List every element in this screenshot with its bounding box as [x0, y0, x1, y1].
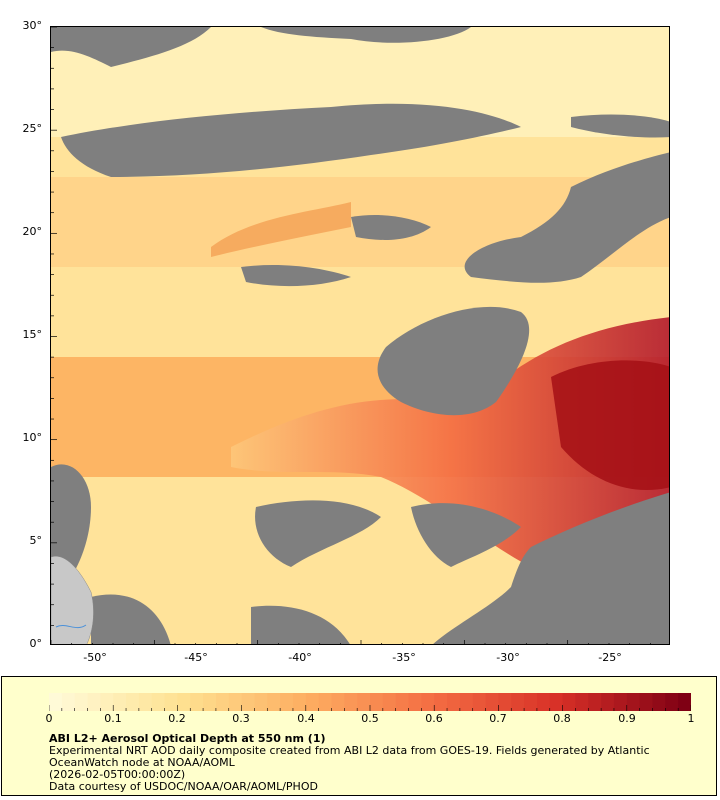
colorbar-segment	[61, 693, 76, 711]
colorbar-label-0: 0	[45, 712, 53, 725]
colorbar-segment	[331, 693, 345, 711]
legend-title: ABI L2+ Aerosol Optical Depth at 550 nm …	[49, 732, 326, 745]
colorbar-segment	[203, 693, 217, 711]
colorbar-segment	[164, 693, 178, 711]
colorbar-label-0.2: 0.2	[168, 712, 186, 725]
colorbar-segment	[292, 693, 307, 711]
lon-label-35w: -35°	[392, 651, 416, 664]
lon-label-30w: -30°	[496, 651, 520, 664]
aerosol-plume-core	[551, 360, 669, 490]
colorbar-segment	[524, 693, 538, 711]
colorbar-segment	[151, 693, 166, 711]
colorbar-segment	[678, 693, 691, 711]
lon-label-45w: -45°	[184, 651, 208, 664]
colorbar-segment	[408, 693, 422, 711]
colorbar-segment	[421, 693, 435, 711]
colorbar-segment	[280, 693, 294, 711]
colorbar-label-0.9: 0.9	[618, 712, 636, 725]
colorbar-segment	[177, 693, 191, 711]
colorbar-segment	[344, 693, 358, 711]
legend-description-cont: OceanWatch node at NOAA/AOML	[49, 756, 235, 769]
legend-credit: Data courtesy of USDOC/NOAA/OAR/AOML/PHO…	[49, 780, 318, 793]
colorbar-label-0.5: 0.5	[361, 712, 379, 725]
lat-label-15: 15°	[22, 328, 43, 341]
lon-label-25w: -25°	[598, 651, 622, 664]
colorbar-segment	[472, 693, 487, 711]
colorbar-segment	[511, 693, 525, 711]
legend-date: (2026-02-05T00:00:00Z)	[49, 768, 186, 781]
colorbar-segment	[100, 693, 114, 711]
colorbar-segment	[318, 693, 332, 711]
colorbar-segment	[254, 693, 268, 711]
colorbar-segment	[613, 693, 628, 711]
colorbar-label-1: 1	[687, 712, 695, 725]
colorbar-segment	[459, 693, 474, 711]
colorbar-segment	[228, 693, 243, 711]
aod-map	[50, 26, 670, 645]
colorbar-segment	[485, 693, 499, 711]
colorbar-segment	[434, 693, 448, 711]
colorbar-segment	[87, 693, 101, 711]
colorbar-segment	[126, 693, 140, 711]
colorbar-segment	[382, 693, 397, 711]
colorbar-segment	[241, 693, 255, 711]
lon-label-50w: -50°	[83, 651, 107, 664]
aod-map-image	[51, 27, 669, 644]
colorbar-segment	[536, 693, 551, 711]
colorbar-segment	[113, 693, 127, 711]
colorbar-segment	[652, 693, 666, 711]
lat-label-0: 0°	[29, 637, 43, 650]
colorbar-segment	[562, 693, 576, 711]
colorbar-segment	[305, 693, 320, 711]
legend-panel: 0 0.1 0.2 0.3 0.4 0.5 0.6 0.7 0.8 0.9 1 …	[1, 676, 717, 796]
colorbar-segment	[626, 693, 641, 711]
colorbar-label-0.7: 0.7	[489, 712, 507, 725]
colorbar-label-0.8: 0.8	[553, 712, 571, 725]
colorbar-segment	[575, 693, 589, 711]
colorbar-segment	[549, 693, 564, 711]
colorbar-label-0.3: 0.3	[232, 712, 250, 725]
lon-label-40w: -40°	[288, 651, 312, 664]
aerosol-streak-north	[211, 202, 351, 257]
colorbar-segment	[498, 693, 512, 711]
colorbar-segment	[395, 693, 410, 711]
no-data-regions	[51, 27, 669, 644]
legend-description: Experimental NRT AOD daily composite cre…	[49, 744, 650, 757]
colorbar-segment	[215, 693, 230, 711]
lat-label-10: 10°	[22, 431, 43, 444]
lat-label-25: 25°	[22, 122, 43, 135]
colorbar-segment	[267, 693, 281, 711]
colorbar	[49, 693, 691, 711]
colorbar-segment	[588, 693, 602, 711]
colorbar-segment	[190, 693, 204, 711]
colorbar-label-0.1: 0.1	[104, 712, 122, 725]
colorbar-segment	[49, 693, 63, 711]
land-mass	[51, 556, 94, 644]
lat-label-30: 30°	[22, 19, 43, 32]
colorbar-label-0.4: 0.4	[297, 712, 315, 725]
lat-label-20: 20°	[22, 225, 43, 238]
colorbar-segment	[665, 693, 679, 711]
colorbar-segment	[138, 693, 153, 711]
lat-label-5: 5°	[29, 534, 43, 547]
colorbar-segment	[601, 693, 615, 711]
colorbar-segment	[357, 693, 371, 711]
colorbar-segment	[74, 693, 89, 711]
colorbar-segment	[370, 693, 384, 711]
river-line	[55, 624, 87, 629]
colorbar-segment	[447, 693, 461, 711]
colorbar-segment	[639, 693, 653, 711]
colorbar-label-0.6: 0.6	[425, 712, 443, 725]
